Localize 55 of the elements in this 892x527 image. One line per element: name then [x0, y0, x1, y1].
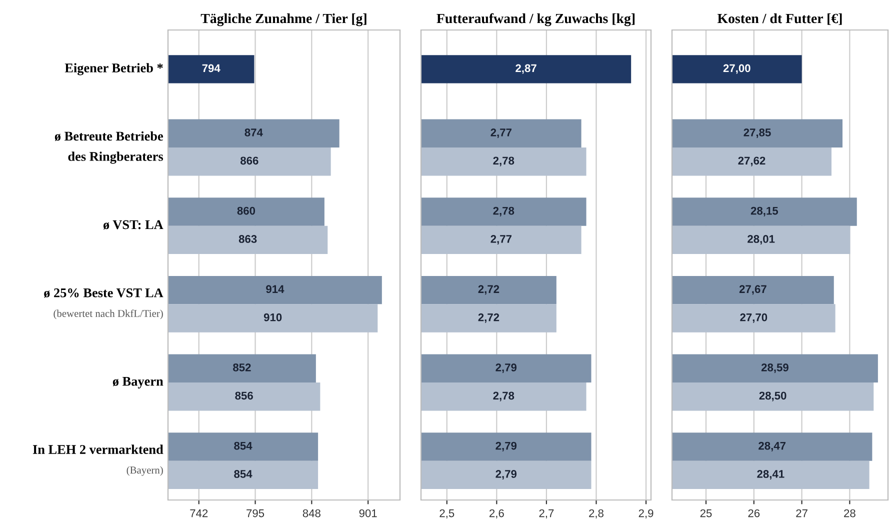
data-label: 2,79	[496, 442, 517, 452]
data-label: 874	[244, 128, 263, 136]
x-tick-label: 742	[190, 509, 208, 518]
data-label: 2,72	[478, 285, 500, 295]
data-label: 2,78	[493, 156, 514, 166]
data-label: 28,47	[758, 442, 786, 452]
data-label: 28,01	[748, 235, 775, 245]
y-tick-label: ø Bayern	[112, 376, 164, 388]
data-label: 854	[234, 442, 252, 450]
y-tick-label: In LEH 2 vermarktend (Bayern)	[32, 444, 164, 476]
x-tick-label: 2,6	[490, 509, 504, 518]
data-label: 27,70	[740, 313, 768, 323]
data-label: 2,72	[478, 313, 500, 323]
x-tick-label: 26	[748, 509, 760, 518]
x-tick-label: 795	[246, 509, 264, 518]
data-label: 2,87	[516, 64, 536, 74]
data-label: 854	[234, 470, 252, 478]
x-tick-label: 25	[700, 509, 712, 518]
x-tick-label: 2,5	[440, 509, 454, 518]
data-label: 852	[233, 364, 251, 372]
data-label: 2,79	[496, 364, 517, 373]
x-tick-label: 28	[844, 509, 856, 518]
data-label: 860	[237, 206, 256, 215]
y-tick-label: ø 25% Beste VST LA (bewertet nach DkfL/Tier)	[44, 288, 164, 320]
x-tick-label: 2,7	[539, 509, 554, 518]
data-label: 28,41	[757, 470, 784, 480]
x-tick-label: 848	[302, 509, 320, 518]
data-label: 27,67	[739, 285, 766, 295]
data-label: 866	[240, 156, 258, 165]
data-label: 2,78	[493, 206, 514, 216]
data-label: 2,78	[493, 392, 514, 402]
x-tick-label: 2,8	[589, 509, 604, 518]
data-label: 2,77	[490, 235, 512, 245]
y-tick-label: Eigener Betrieb *	[64, 63, 163, 76]
data-label: 794	[202, 64, 220, 72]
data-label: 28,15	[750, 206, 778, 216]
chart-title: Futteraufwand / kg Zuwachs [kg]	[436, 13, 635, 26]
data-label: 910	[264, 313, 282, 322]
data-label: 863	[238, 235, 257, 243]
data-label: 28,59	[761, 364, 788, 373]
y-tick-label: ø Betreute Betriebe des Ringberaters	[54, 131, 164, 164]
y-tick-label: ø VST: LA	[103, 220, 164, 230]
x-tick-label: 27	[796, 509, 808, 518]
data-label: 914	[266, 285, 284, 294]
data-label: 2,79	[496, 470, 517, 480]
x-tick-label: 901	[359, 509, 377, 518]
data-label: 2,77	[490, 128, 512, 138]
data-label: 27,85	[744, 128, 771, 138]
data-label: 27,00	[723, 64, 750, 74]
data-label: 27,62	[738, 156, 766, 166]
data-label: 856	[235, 392, 253, 400]
data-label: 28,50	[759, 392, 786, 402]
chart-title: Kosten / dt Futter [€]	[717, 13, 842, 25]
x-tick-label: 2,9	[638, 509, 654, 518]
chart-title: Tägliche Zunahme / Tier [g]	[200, 13, 366, 26]
